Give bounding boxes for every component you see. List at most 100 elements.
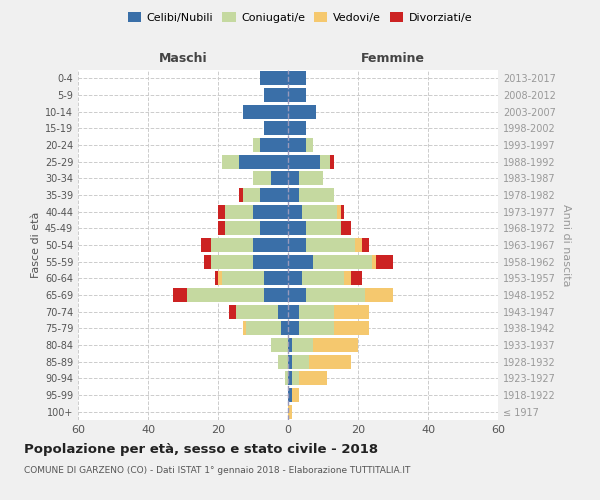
Bar xyxy=(271,338,288,352)
Bar xyxy=(302,271,344,285)
Bar xyxy=(218,271,221,285)
Bar xyxy=(242,188,260,202)
Bar xyxy=(288,354,292,369)
Bar xyxy=(365,288,393,302)
Bar xyxy=(288,404,292,419)
Bar xyxy=(235,304,277,319)
Bar xyxy=(372,254,376,269)
Bar xyxy=(253,171,271,186)
Bar xyxy=(218,204,225,219)
Bar xyxy=(299,322,334,336)
Bar xyxy=(239,154,288,169)
Bar xyxy=(225,204,253,219)
Bar xyxy=(305,221,341,236)
Bar xyxy=(242,322,246,336)
Bar xyxy=(313,254,372,269)
Bar xyxy=(253,204,288,219)
Bar xyxy=(253,138,260,152)
Bar xyxy=(260,138,288,152)
Bar xyxy=(229,304,235,319)
Bar xyxy=(344,271,351,285)
Bar xyxy=(320,154,330,169)
Bar xyxy=(288,388,292,402)
Bar xyxy=(292,371,299,386)
Bar xyxy=(288,338,292,352)
Bar xyxy=(281,322,288,336)
Bar xyxy=(292,338,313,352)
Bar xyxy=(288,104,316,118)
Text: Maschi: Maschi xyxy=(158,52,208,65)
Bar xyxy=(288,138,305,152)
Bar xyxy=(225,221,260,236)
Bar xyxy=(299,371,326,386)
Bar xyxy=(211,254,253,269)
Bar xyxy=(246,322,281,336)
Bar xyxy=(309,354,351,369)
Bar xyxy=(288,371,292,386)
Bar xyxy=(334,304,368,319)
Bar xyxy=(292,354,309,369)
Bar xyxy=(288,171,299,186)
Bar xyxy=(288,288,305,302)
Bar xyxy=(361,238,368,252)
Bar xyxy=(288,121,305,136)
Bar xyxy=(355,238,361,252)
Bar xyxy=(277,354,288,369)
Legend: Celibi/Nubili, Coniugati/e, Vedovi/e, Divorziati/e: Celibi/Nubili, Coniugati/e, Vedovi/e, Di… xyxy=(124,8,476,28)
Bar xyxy=(173,288,187,302)
Bar xyxy=(341,204,344,219)
Bar xyxy=(215,271,218,285)
Bar xyxy=(204,254,211,269)
Bar xyxy=(288,304,299,319)
Bar xyxy=(260,71,288,86)
Bar xyxy=(302,204,337,219)
Bar xyxy=(337,204,341,219)
Bar xyxy=(376,254,393,269)
Bar xyxy=(221,271,263,285)
Bar xyxy=(305,288,365,302)
Bar xyxy=(263,288,288,302)
Bar xyxy=(263,121,288,136)
Bar xyxy=(288,254,313,269)
Bar xyxy=(242,104,288,118)
Bar xyxy=(239,188,242,202)
Bar xyxy=(218,221,225,236)
Bar xyxy=(313,338,358,352)
Bar xyxy=(221,154,239,169)
Bar xyxy=(288,88,305,102)
Bar xyxy=(253,254,288,269)
Bar xyxy=(271,171,288,186)
Bar xyxy=(351,271,361,285)
Bar xyxy=(288,154,320,169)
Bar xyxy=(334,322,368,336)
Bar xyxy=(260,221,288,236)
Bar xyxy=(284,371,288,386)
Bar xyxy=(288,71,305,86)
Bar xyxy=(330,154,334,169)
Y-axis label: Fasce di età: Fasce di età xyxy=(31,212,41,278)
Bar xyxy=(292,388,299,402)
Text: Popolazione per età, sesso e stato civile - 2018: Popolazione per età, sesso e stato civil… xyxy=(24,442,378,456)
Bar xyxy=(299,188,334,202)
Bar xyxy=(277,304,288,319)
Bar xyxy=(299,304,334,319)
Bar xyxy=(305,238,355,252)
Text: COMUNE DI GARZENO (CO) - Dati ISTAT 1° gennaio 2018 - Elaborazione TUTTITALIA.IT: COMUNE DI GARZENO (CO) - Dati ISTAT 1° g… xyxy=(24,466,410,475)
Bar xyxy=(200,238,211,252)
Y-axis label: Anni di nascita: Anni di nascita xyxy=(561,204,571,286)
Text: Femmine: Femmine xyxy=(361,52,425,65)
Bar xyxy=(299,171,323,186)
Bar xyxy=(341,221,351,236)
Bar xyxy=(288,188,299,202)
Bar xyxy=(263,88,288,102)
Bar xyxy=(288,238,305,252)
Bar xyxy=(260,188,288,202)
Bar xyxy=(263,271,288,285)
Bar xyxy=(211,238,253,252)
Bar xyxy=(305,138,313,152)
Bar xyxy=(187,288,263,302)
Bar xyxy=(288,322,299,336)
Bar xyxy=(288,221,305,236)
Bar xyxy=(288,271,302,285)
Bar xyxy=(288,204,302,219)
